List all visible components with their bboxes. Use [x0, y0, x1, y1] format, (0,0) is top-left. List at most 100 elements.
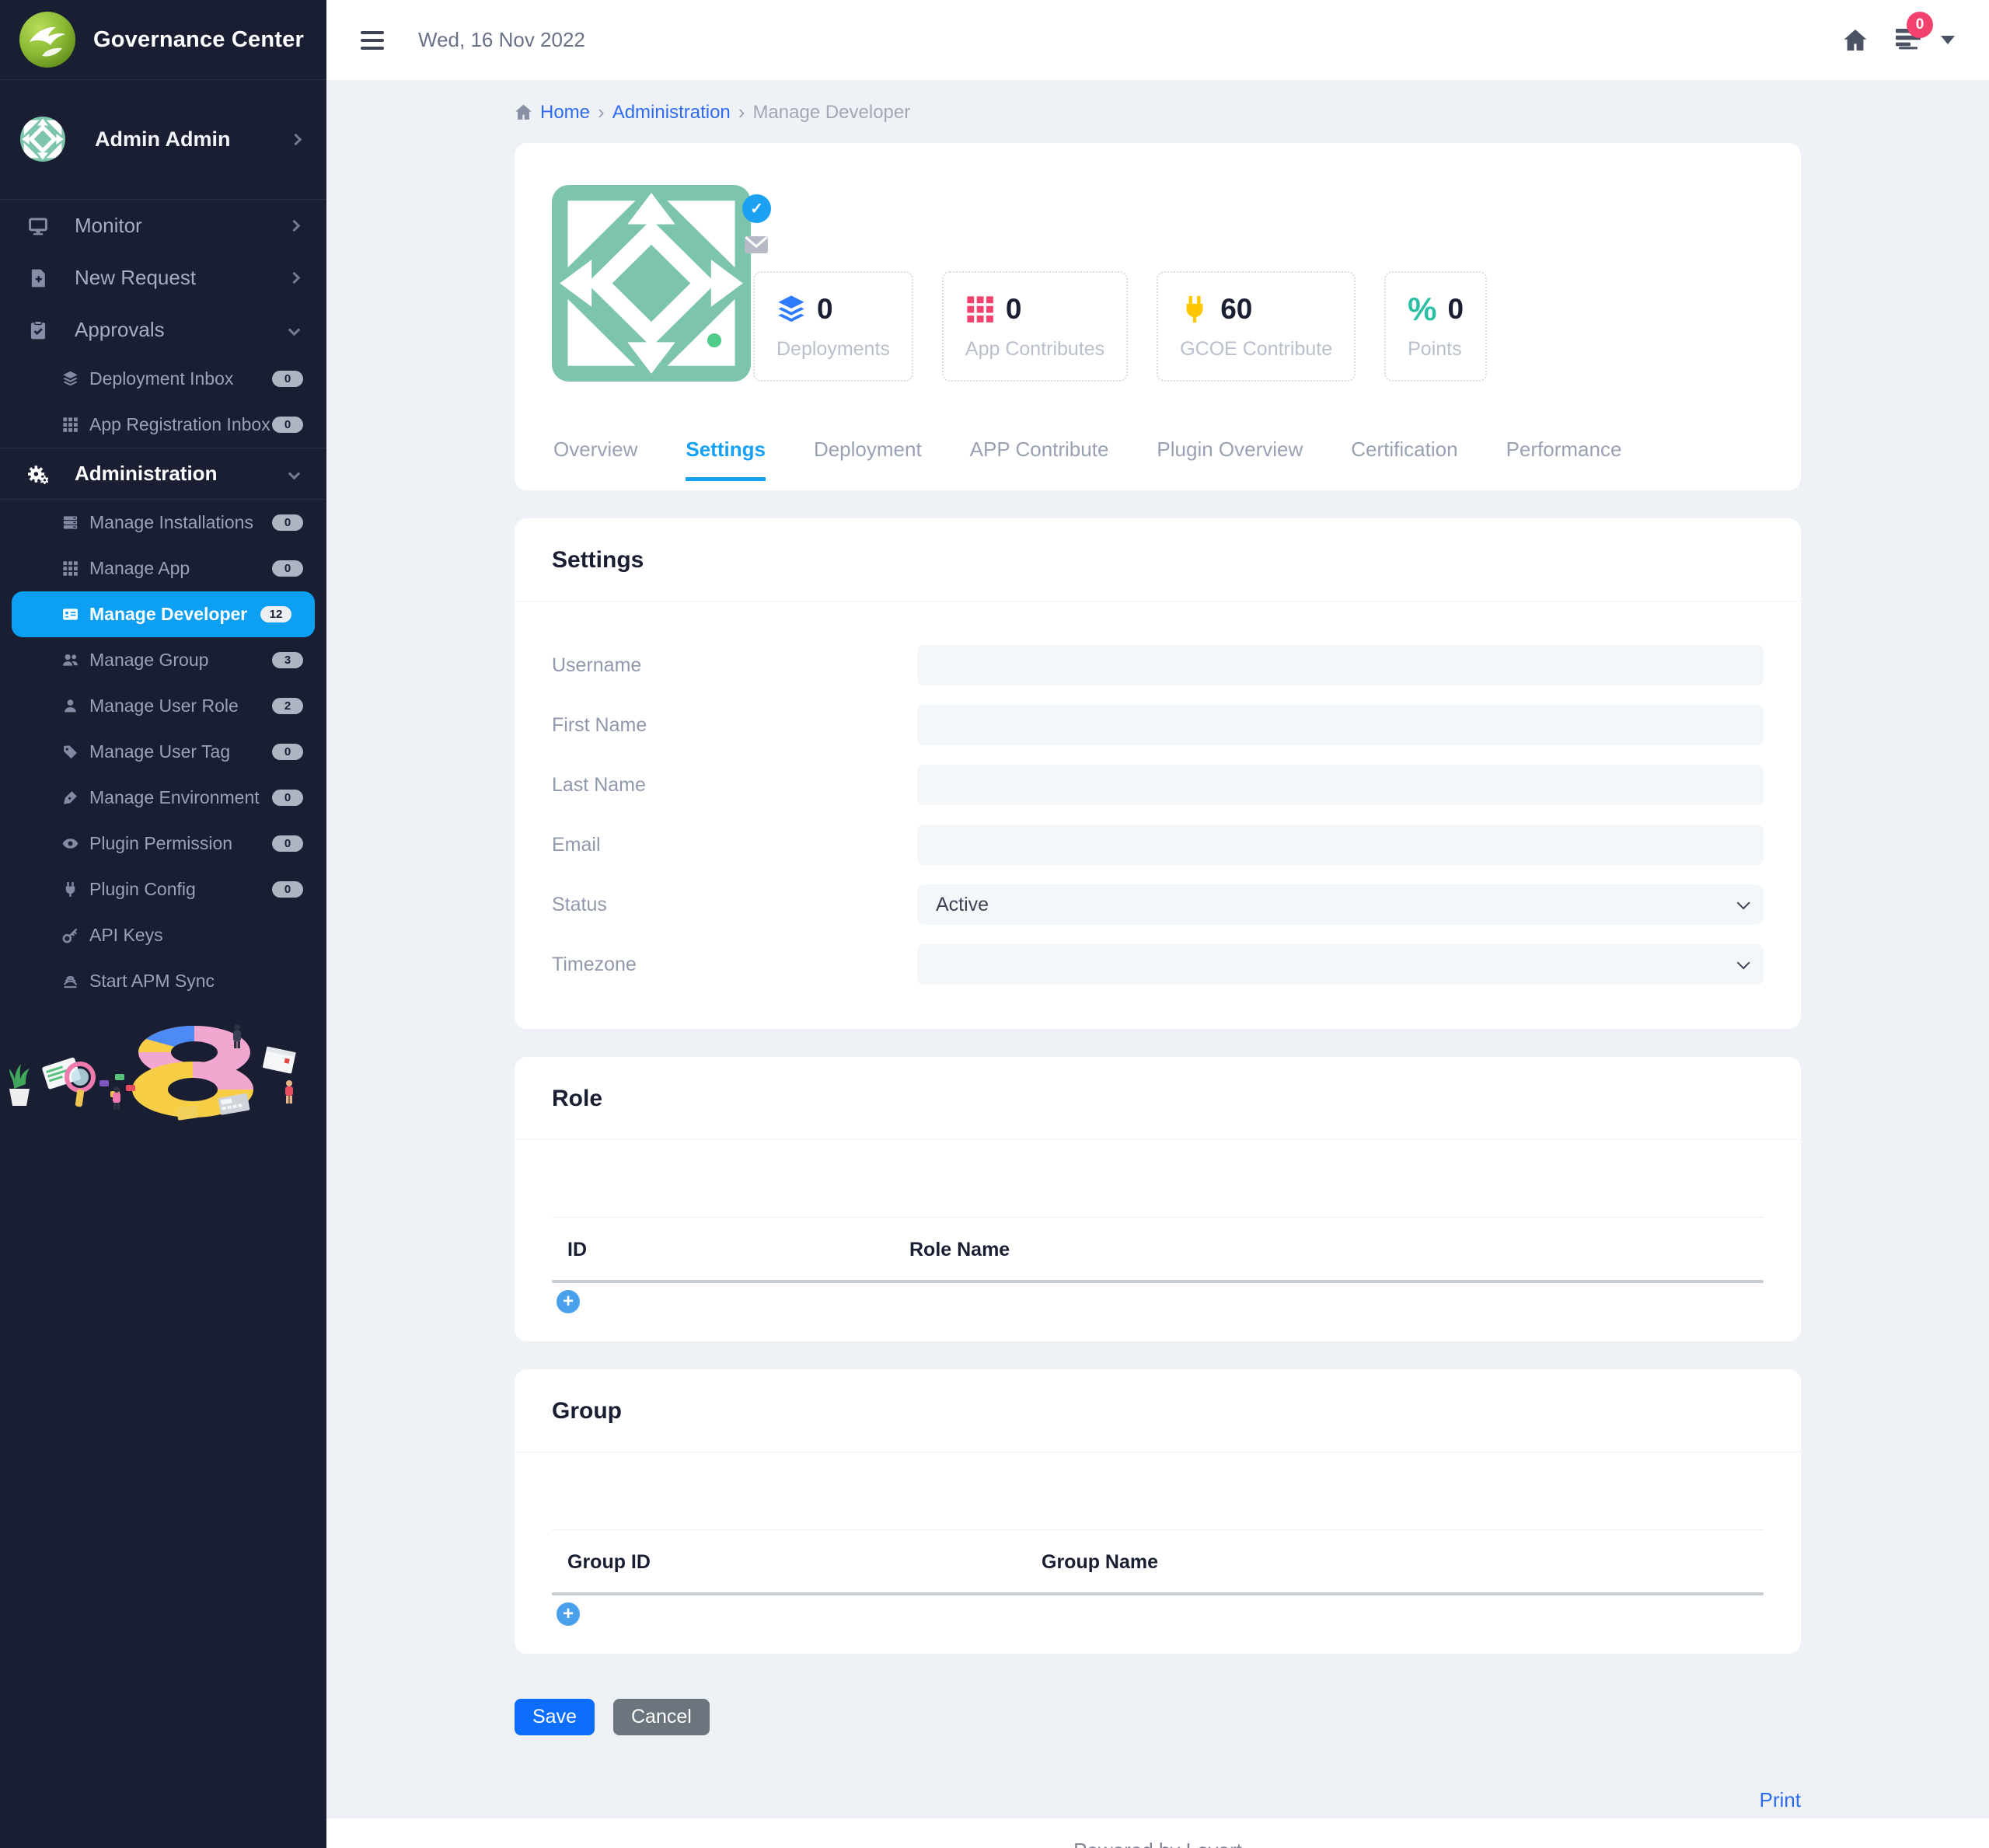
sidebar-item-new-request[interactable]: New Request [0, 252, 326, 304]
chevron-right-icon [288, 271, 301, 284]
caret-down-icon[interactable] [1941, 36, 1955, 44]
settings-card: Settings Username First Name Last Name [515, 518, 1801, 1029]
count-badge: 0 [272, 514, 303, 531]
chevron-down-icon [1736, 896, 1750, 910]
breadcrumb-separator: › [598, 100, 605, 124]
tab-performance[interactable]: Performance [1506, 438, 1622, 461]
form-actions: Save Cancel [515, 1699, 1801, 1735]
notifications-button[interactable]: 0 [1896, 12, 1933, 54]
notification-count-badge: 0 [1907, 12, 1933, 38]
tab-app-contribute[interactable]: APP Contribute [969, 438, 1109, 461]
stat-value: 60 [1220, 293, 1253, 325]
add-group-button[interactable]: + [557, 1602, 580, 1626]
sidebar-item-label: Plugin Permission [89, 833, 233, 853]
stat-gcoe-contribute: 60 GCOE Contribute [1157, 271, 1356, 382]
count-badge: 0 [272, 560, 303, 577]
tab-plugin-overview[interactable]: Plugin Overview [1157, 438, 1303, 461]
sidebar-item-label: API Keys [89, 925, 163, 945]
first-name-field[interactable] [917, 705, 1764, 745]
sidebar-item-label: Manage App [89, 558, 190, 578]
username-field[interactable] [917, 645, 1764, 685]
cancel-button[interactable]: Cancel [612, 1699, 710, 1735]
plug-icon [1186, 295, 1203, 323]
sidebar-item-manage-user-tag[interactable]: Manage User Tag 0 [0, 729, 326, 775]
verified-check-icon: ✓ [742, 194, 771, 223]
stat-value: 0 [817, 293, 833, 325]
app-logo-icon [19, 12, 75, 68]
group-id-column-header: Group ID [567, 1551, 651, 1573]
count-badge: 3 [272, 652, 303, 668]
id-card-icon [63, 608, 78, 620]
timezone-label: Timezone [552, 953, 637, 975]
stat-app-contributes: 0 App Contributes [941, 271, 1129, 382]
breadcrumb-administration[interactable]: Administration [612, 101, 731, 123]
stat-value: 0 [1005, 293, 1022, 325]
percent-icon: % [1408, 291, 1437, 327]
sidebar-user[interactable]: Admin Admin [0, 80, 326, 199]
sidebar-item-start-apm-sync[interactable]: Start APM Sync [0, 958, 326, 1004]
sidebar-item-administration[interactable]: Administration [0, 448, 326, 500]
sidebar-item-deployment-inbox[interactable]: Deployment Inbox 0 [0, 356, 326, 402]
chevron-down-icon [1736, 956, 1750, 970]
sidebar-item-manage-user-role[interactable]: Manage User Role 2 [0, 683, 326, 729]
app-title: Governance Center [93, 26, 304, 52]
sidebar-item-manage-group[interactable]: Manage Group 3 [0, 637, 326, 683]
tab-settings[interactable]: Settings [686, 438, 766, 481]
breadcrumb: Home › Administration › Manage Developer [515, 100, 1801, 124]
print-link[interactable]: Print [1759, 1788, 1801, 1811]
role-table-header: ID Role Name [552, 1218, 1764, 1280]
status-select[interactable]: Active [917, 884, 1764, 925]
stat-label: Points [1408, 338, 1462, 360]
sidebar-item-monitor[interactable]: Monitor [0, 200, 326, 252]
topbar: Wed, 16 Nov 2022 0 [326, 0, 1989, 80]
group-table-header: Group ID Group Name [552, 1530, 1764, 1592]
user-avatar [20, 117, 65, 162]
email-field[interactable] [917, 825, 1764, 865]
stat-label: App Contributes [965, 338, 1105, 360]
sidebar-illustration [9, 1024, 296, 1121]
tab-deployment[interactable]: Deployment [813, 438, 922, 461]
sidebar-item-manage-developer[interactable]: Manage Developer 12 [12, 591, 315, 637]
file-plus-icon [30, 267, 46, 288]
sidebar-item-plugin-config[interactable]: Plugin Config 0 [0, 866, 326, 912]
sidebar-item-label: New Request [75, 266, 197, 289]
sidebar-item-app-registration-inbox[interactable]: App Registration Inbox 0 [0, 402, 326, 448]
main-area: Wed, 16 Nov 2022 0 Home › Administration… [326, 0, 1989, 1848]
count-badge: 0 [272, 881, 303, 898]
last-name-label: Last Name [552, 773, 646, 796]
email-label: Email [552, 833, 601, 856]
sidebar-item-label: App Registration Inbox [89, 414, 270, 434]
sidebar-item-approvals[interactable]: Approvals [0, 304, 326, 356]
sidebar-item-plugin-permission[interactable]: Plugin Permission 0 [0, 821, 326, 866]
group-name-column-header: Group Name [1042, 1551, 1159, 1573]
stat-value: 0 [1447, 293, 1464, 325]
home-icon[interactable] [1843, 28, 1868, 53]
developer-avatar: ✓ [552, 185, 771, 382]
username-label: Username [552, 654, 642, 676]
server-icon [63, 516, 78, 529]
sidebar-item-label: Monitor [75, 214, 142, 237]
eye-icon [62, 839, 79, 849]
topbar-date: Wed, 16 Nov 2022 [418, 28, 585, 51]
sidebar-item-label: Deployment Inbox [89, 368, 234, 389]
hamburger-menu-icon[interactable] [361, 30, 384, 50]
sidebar-item-manage-environment[interactable]: Manage Environment 0 [0, 775, 326, 821]
breadcrumb-home[interactable]: Home [540, 101, 591, 123]
add-role-button[interactable]: + [557, 1290, 580, 1313]
home-icon [515, 104, 532, 120]
tab-certification[interactable]: Certification [1351, 438, 1458, 461]
count-badge: 2 [272, 698, 303, 714]
role-heading: Role [552, 1086, 603, 1111]
last-name-field[interactable] [917, 765, 1764, 805]
sidebar: Governance Center Admin Admin Monitor Ne… [0, 0, 326, 1848]
waves-icon [63, 975, 78, 989]
save-button[interactable]: Save [515, 1699, 595, 1735]
timezone-select[interactable] [917, 944, 1764, 985]
chevron-down-icon [288, 323, 301, 336]
tab-overview[interactable]: Overview [553, 438, 638, 461]
sidebar-item-api-keys[interactable]: API Keys [0, 912, 326, 958]
sidebar-item-label: Manage Group [89, 650, 209, 670]
sidebar-item-manage-installations[interactable]: Manage Installations 0 [0, 500, 326, 546]
sidebar-item-manage-app[interactable]: Manage App 0 [0, 546, 326, 591]
envelope-icon[interactable] [743, 232, 769, 258]
